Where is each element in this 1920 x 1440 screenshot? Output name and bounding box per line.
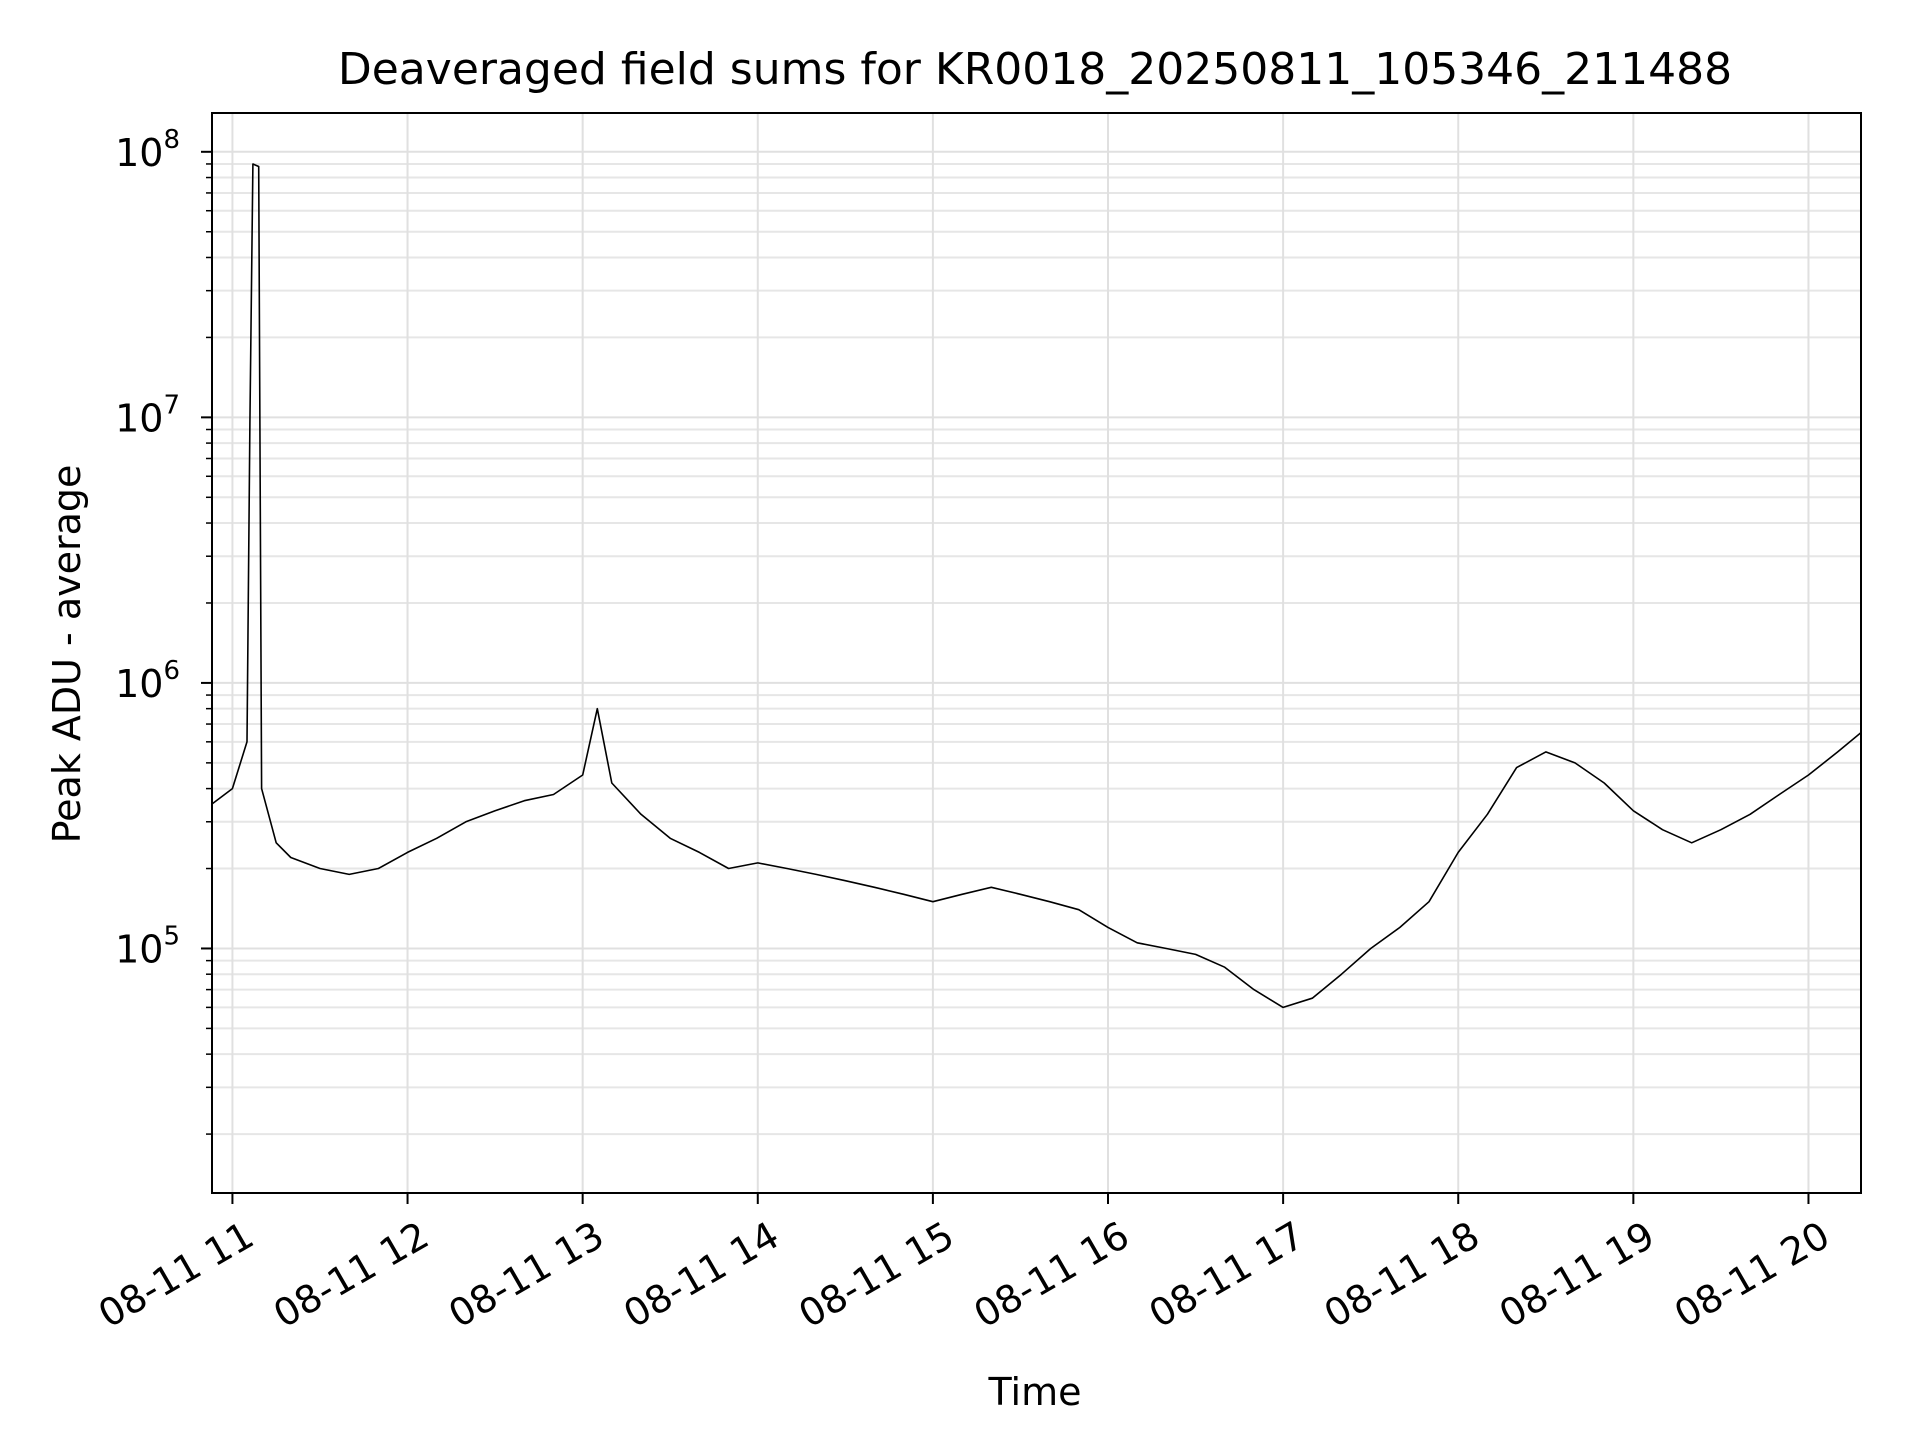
y-tick-label: 108 — [115, 125, 180, 175]
grid — [212, 113, 1861, 1193]
x-axis-label: Time — [988, 1370, 1082, 1414]
y-tick-exponent: 5 — [163, 921, 180, 951]
y-tick-exponent: 8 — [163, 125, 180, 155]
y-tick-exponent: 7 — [163, 390, 180, 420]
plot-frame — [211, 112, 1862, 1194]
data-layer — [211, 163, 1862, 1009]
y-tick-exponent: 6 — [163, 656, 180, 686]
series-line — [212, 163, 1861, 1009]
y-axis-label: Peak ADU - average — [45, 465, 89, 844]
chart-title: Deaveraged field sums for KR0018_2025081… — [338, 44, 1732, 95]
